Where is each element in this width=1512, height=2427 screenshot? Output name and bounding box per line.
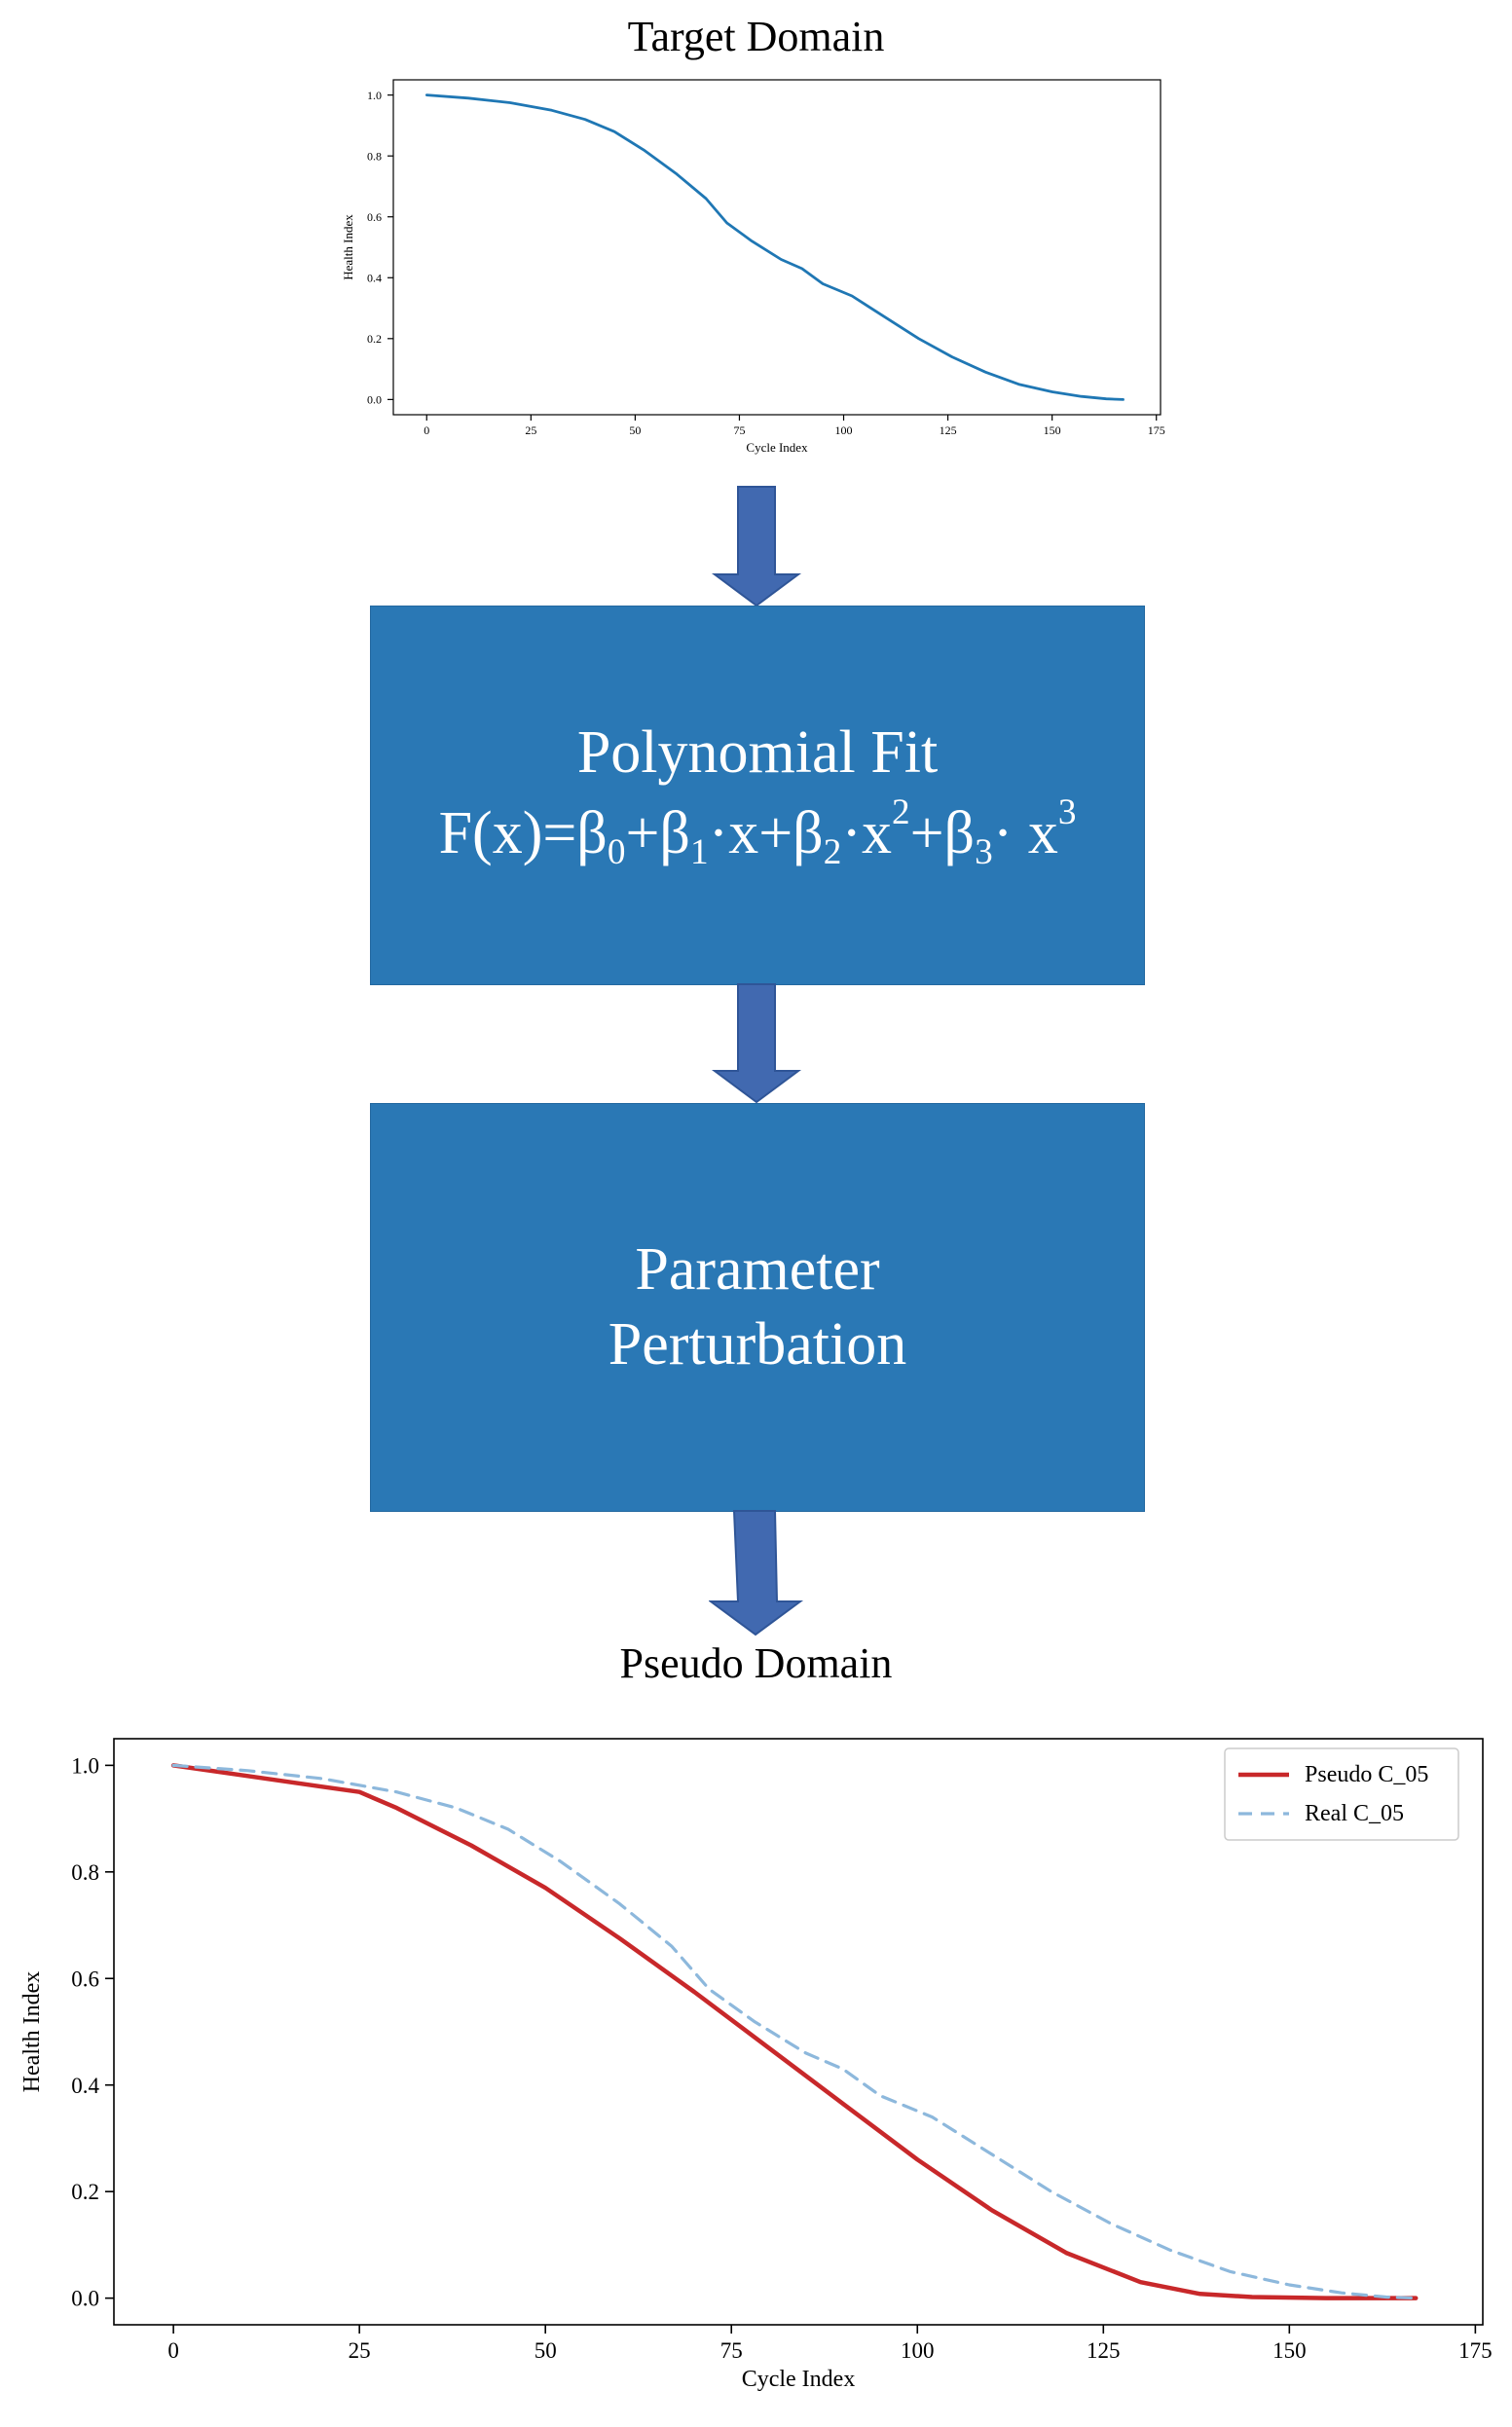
target-domain-chart: 0 25 50 75 100 125 150 175 0.0 0.2 0.4 0.6 0.8 1.0 Cyc… (341, 79, 1165, 455)
y-tick-label: 1.0 (367, 89, 382, 102)
x-tick-label: 50 (535, 2338, 557, 2363)
pseudo-domain-title: Pseudo Domain (619, 1639, 893, 1687)
y-tick-label: 0.4 (71, 2074, 99, 2098)
y-tick-label: 0.6 (71, 1967, 99, 1991)
pseudo-domain-chart: 0 25 50 75 100 125 150 175 0.0 0.2 0.4 0.6 0.8 1.0 Cyc… (19, 1738, 1493, 2392)
polynomial-formula: F(x)=β0+β1·x+β2·x2+β3· x3 (439, 791, 1077, 875)
x-tick-label: 0 (167, 2338, 179, 2363)
y-tick-label: 0.2 (367, 332, 382, 346)
y-axis-label: Health Index (19, 1971, 45, 2093)
series-line-2 (171, 1763, 1418, 2300)
perturbation-line-2: Perturbation (608, 1311, 907, 1378)
plot-frame (392, 79, 1162, 416)
x-tick-label: 100 (835, 423, 853, 437)
y-tick-label: 0.6 (367, 210, 382, 224)
y-tick-label: 0.2 (71, 2180, 99, 2204)
formula-part-2: ·x+β (708, 799, 824, 866)
x-tick-label: 175 (1458, 2338, 1493, 2363)
y-tick-label: 0.0 (71, 2287, 99, 2311)
down-arrow-icon (711, 486, 802, 607)
formula-exp-3: 3 (1057, 792, 1077, 833)
y-tick-label: 0.4 (367, 271, 382, 284)
legend-entry: Real C_05 (1305, 1801, 1404, 1826)
plot-frame (113, 1738, 1484, 2326)
parameter-perturbation-box: Parameter Perturbation (370, 1103, 1145, 1512)
y-axis-label: Health Index (341, 214, 355, 280)
formula-sub-2: 2 (823, 831, 842, 872)
x-tick-label: 50 (629, 423, 641, 437)
formula-part-1: +β (625, 799, 690, 866)
x-axis-label: Cycle Index (742, 2367, 856, 2392)
x-tick-label: 75 (720, 2338, 743, 2363)
y-tick-label: 0.8 (367, 149, 382, 163)
x-tick-label: 100 (901, 2338, 935, 2363)
y-tick-label: 0.8 (71, 1860, 99, 1885)
down-arrow-icon (709, 1510, 804, 1636)
legend-box (1224, 1747, 1459, 1841)
target-domain-title: Target Domain (627, 13, 885, 60)
formula-sub-0: 0 (607, 831, 626, 872)
x-tick-label: 175 (1148, 423, 1165, 437)
x-tick-label: 125 (940, 423, 957, 437)
x-tick-label: 75 (733, 423, 745, 437)
down-arrow-icon (711, 983, 802, 1104)
polynomial-fit-title: Polynomial Fit (576, 718, 939, 786)
x-tick-label: 25 (525, 423, 536, 437)
perturbation-line-1: Parameter (635, 1235, 880, 1303)
formula-lhs: F(x)=β (438, 799, 608, 866)
legend-entry: Pseudo C_05 (1305, 1762, 1428, 1787)
y-tick-label: 1.0 (71, 1753, 99, 1778)
x-tick-label: 150 (1044, 423, 1061, 437)
formula-exp-2: 2 (891, 792, 910, 833)
x-tick-label: 25 (349, 2338, 371, 2363)
formula-part-5: · x (992, 799, 1058, 866)
polynomial-fit-box: Polynomial Fit F(x)=β0+β1·x+β2·x2+β3· x3 (370, 606, 1145, 985)
y-tick-label: 0.0 (367, 393, 382, 407)
formula-part-3: ·x (841, 799, 892, 866)
x-tick-label: 150 (1272, 2338, 1307, 2363)
x-tick-label: 125 (1087, 2338, 1121, 2363)
formula-part-4: +β (909, 799, 976, 866)
formula-sub-3: 3 (975, 831, 993, 872)
series-line-1 (424, 93, 1125, 401)
x-axis-label: Cycle Index (746, 440, 808, 455)
formula-sub-1: 1 (689, 831, 709, 872)
series-line-1 (170, 1763, 1419, 2300)
x-tick-label: 0 (424, 423, 429, 437)
